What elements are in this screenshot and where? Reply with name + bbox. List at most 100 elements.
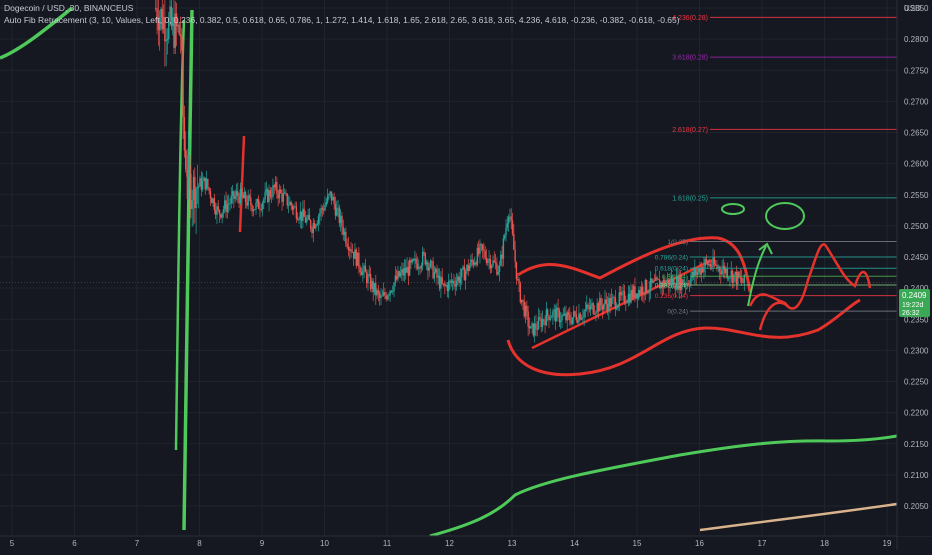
candle-body xyxy=(589,304,592,310)
candle-body xyxy=(480,243,482,245)
candle-body xyxy=(692,271,695,277)
candle-body xyxy=(334,204,337,216)
candle-body xyxy=(264,191,266,200)
candle-body xyxy=(518,279,520,284)
candle-body xyxy=(283,192,286,194)
candle-body xyxy=(445,285,447,286)
candle-body xyxy=(337,207,339,209)
candle-body xyxy=(455,280,458,287)
candle-body xyxy=(501,254,503,259)
time-tick-label: 15 xyxy=(633,539,642,548)
candle-body xyxy=(497,272,499,275)
currency-label: USD xyxy=(904,4,921,13)
candle-body xyxy=(199,178,201,187)
candle-body xyxy=(349,249,351,251)
candle-body xyxy=(438,275,441,289)
candle-body xyxy=(343,231,346,235)
time-tick-label: 13 xyxy=(508,539,517,548)
candle-body xyxy=(326,195,329,203)
candle-body xyxy=(468,265,471,271)
candle-body xyxy=(287,205,290,206)
candle-body xyxy=(360,271,363,276)
candle-body xyxy=(291,205,294,210)
candle-body xyxy=(462,266,464,269)
candle-body xyxy=(214,210,217,215)
price-tick-label: 0.2350 xyxy=(904,315,929,324)
candle-body xyxy=(267,189,269,202)
candle-body xyxy=(599,298,601,312)
red-channel-lower xyxy=(506,298,861,377)
candle-body xyxy=(513,233,515,250)
candle-body xyxy=(509,216,511,218)
candle-body xyxy=(358,252,360,268)
fib-level-label: 0.5(0.24) xyxy=(662,274,688,281)
candle-body xyxy=(239,189,242,204)
candle-body xyxy=(506,223,509,228)
candle-body xyxy=(427,262,429,271)
candle-body xyxy=(190,174,192,209)
fib-level-label: 0.382(0.24) xyxy=(655,283,688,290)
candle-body xyxy=(552,311,554,318)
candle-body xyxy=(563,313,566,316)
price-tick-label: 0.2300 xyxy=(904,346,929,355)
candle-body xyxy=(496,263,498,275)
candle-body xyxy=(533,323,536,336)
candle-body xyxy=(313,223,316,229)
candle-body xyxy=(558,310,561,323)
candle-body xyxy=(561,315,563,321)
red-channel-upper xyxy=(517,236,752,293)
candle-body xyxy=(220,214,222,218)
candle-body xyxy=(419,267,421,269)
candle-body xyxy=(726,268,729,279)
candle-body xyxy=(493,260,495,262)
candle-body xyxy=(609,298,611,307)
candle-body xyxy=(222,209,225,213)
candle-body xyxy=(615,308,618,310)
candle-body xyxy=(705,259,708,262)
candle-body xyxy=(612,297,614,298)
candle-body xyxy=(446,285,449,292)
candle-body xyxy=(698,268,700,272)
candle-body xyxy=(418,267,420,269)
candle-body xyxy=(166,39,169,41)
candle-body xyxy=(559,320,562,323)
time-tick-label: 8 xyxy=(197,539,202,548)
candle-body xyxy=(475,262,477,265)
time-tick-label: 12 xyxy=(445,539,454,548)
candle-body xyxy=(260,209,262,210)
candle-body xyxy=(656,277,658,280)
candle-body xyxy=(645,280,648,293)
candle-body xyxy=(442,283,445,285)
candle-body xyxy=(394,275,397,283)
candle-body xyxy=(170,6,173,27)
candle-body xyxy=(332,196,334,201)
candle-body xyxy=(321,207,324,210)
red-spike-mark xyxy=(238,135,246,233)
candle-body xyxy=(472,261,475,265)
candle-body xyxy=(703,266,705,273)
red-projection-hook xyxy=(758,301,789,331)
candle-body xyxy=(643,294,645,296)
candle-body xyxy=(479,243,481,254)
candle-body xyxy=(515,261,518,280)
price-tick-label: 0.2400 xyxy=(904,284,929,293)
candle-body xyxy=(652,280,654,283)
candle-body xyxy=(186,169,188,177)
candle-body xyxy=(173,16,175,48)
candle-body xyxy=(743,274,745,284)
candle-body xyxy=(711,266,713,268)
candle-body xyxy=(582,317,584,318)
green-up-arrowhead xyxy=(758,242,773,255)
candle-body xyxy=(373,282,376,293)
candle-body xyxy=(261,202,264,210)
candle-body xyxy=(658,279,661,289)
candle-body xyxy=(617,305,619,309)
candle-body xyxy=(347,246,350,251)
candle-body xyxy=(436,268,438,278)
candle-body xyxy=(545,309,548,326)
candle-body xyxy=(476,247,479,265)
candle-body xyxy=(195,188,197,209)
candle-body xyxy=(269,190,272,197)
